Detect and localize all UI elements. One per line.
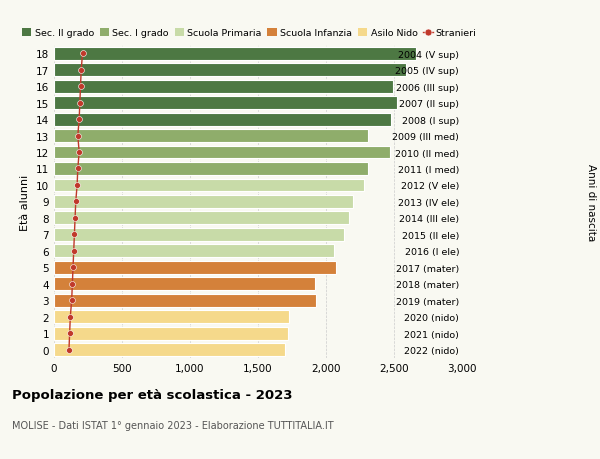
Point [76,83,85,90]
Bar [54,48,416,61]
Bar [54,327,288,340]
Point [65,313,75,321]
Point [73,133,83,140]
Bar [54,212,349,225]
Point [75,100,85,107]
Point [76,67,86,74]
Point [74,116,84,123]
Bar [54,97,397,110]
Legend: Sec. II grado, Sec. I grado, Scuola Primaria, Scuola Infanzia, Asilo Nido, Stran: Sec. II grado, Sec. I grado, Scuola Prim… [22,29,476,38]
Bar [54,162,368,175]
Point [70,215,80,222]
Bar [54,343,285,356]
Bar [54,81,392,93]
Bar [54,130,368,143]
Point [78,50,88,58]
Text: MOLISE - Dati ISTAT 1° gennaio 2023 - Elaborazione TUTTITALIA.IT: MOLISE - Dati ISTAT 1° gennaio 2023 - El… [12,420,334,430]
Bar [54,311,289,323]
Point [68,264,78,271]
Bar [54,146,390,159]
Bar [54,278,315,291]
Y-axis label: Età alunni: Età alunni [20,174,31,230]
Bar [54,229,344,241]
Point [64,346,74,353]
Point [65,330,74,337]
Bar [54,113,391,126]
Point [70,231,79,239]
Point [68,280,77,288]
Bar [54,179,364,192]
Point [73,182,82,189]
Point [71,198,80,206]
Bar [54,294,316,307]
Bar [54,196,353,208]
Bar [54,261,335,274]
Bar [54,64,406,77]
Point [69,247,79,255]
Point [67,297,76,304]
Point [74,149,84,157]
Text: Popolazione per età scolastica - 2023: Popolazione per età scolastica - 2023 [12,388,293,401]
Text: Anni di nascita: Anni di nascita [586,163,596,241]
Bar [54,245,334,257]
Point [73,165,83,173]
